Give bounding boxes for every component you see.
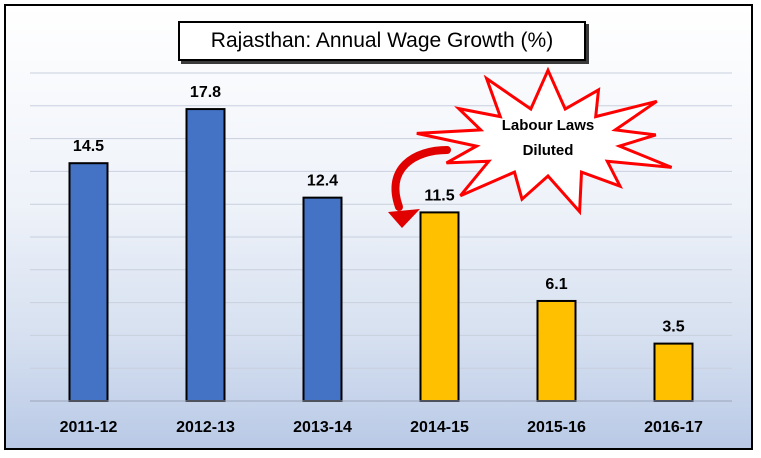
data-label-2011-12: 14.5 [73,138,104,155]
starburst-callout [416,66,673,216]
chart-title: Rajasthan: Annual Wage Growth (%) [178,21,586,61]
grid-lines [30,72,732,369]
annotation-line-2: Diluted [523,142,574,159]
curved-arrow [391,146,451,211]
x-tick-2013-14: 2013-14 [293,419,352,436]
x-tick-2012-13: 2012-13 [176,419,235,436]
data-label-2013-14: 12.4 [307,173,338,190]
arrow-head [388,209,420,228]
bar-2012-13 [185,108,226,403]
x-tick-2014-15: 2014-15 [410,419,469,436]
x-axis-ticks: 2011-12 2012-13 2013-14 2014-15 2015-16 2016-… [60,419,703,436]
data-labels: 14.5 17.8 12.4 11.5 6.1 3.5 [73,84,685,336]
data-label-2012-13: 17.8 [190,84,221,101]
bar-2015-16 [536,299,577,402]
x-tick-2016-17: 2016-17 [644,419,703,436]
bar-2013-14 [302,196,343,402]
data-label-2015-16: 6.1 [545,276,567,293]
data-label-2014-15: 11.5 [424,187,454,204]
bar-2011-12 [68,162,109,402]
chart-frame [4,4,753,450]
annotation-line-1: Labour Laws [502,117,595,134]
x-tick-2015-16: 2015-16 [527,419,586,436]
annotation: Labour Laws Diluted [388,66,673,228]
x-tick-2011-12: 2011-12 [60,419,118,436]
data-label-2016-17: 3.5 [662,319,684,336]
bar-2014-15 [419,211,460,402]
bar-2016-17 [653,342,694,403]
